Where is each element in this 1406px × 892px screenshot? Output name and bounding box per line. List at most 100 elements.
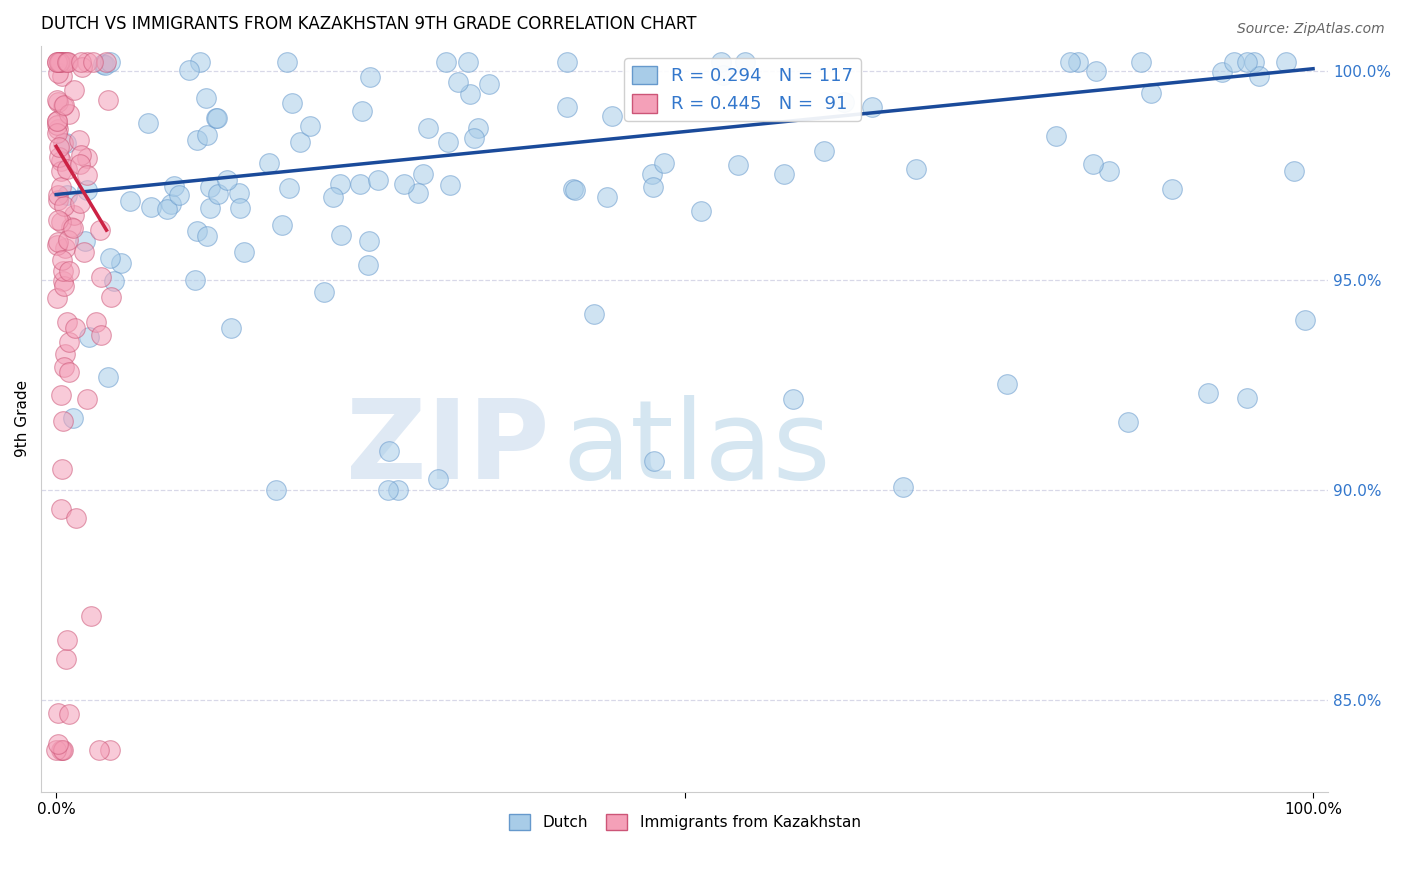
Point xyxy=(98,55,121,70)
Point xyxy=(58,264,80,278)
Point xyxy=(727,158,749,172)
Point xyxy=(51,55,73,70)
Point xyxy=(195,128,218,142)
Point xyxy=(46,113,69,128)
Point xyxy=(387,483,409,497)
Point xyxy=(51,501,73,516)
Point xyxy=(90,270,112,285)
Point xyxy=(167,187,190,202)
Point xyxy=(711,69,734,83)
Point xyxy=(73,245,96,260)
Point xyxy=(45,126,67,140)
Point xyxy=(330,227,353,242)
Point xyxy=(832,95,855,109)
Point xyxy=(288,135,311,149)
Point xyxy=(349,177,371,191)
Point xyxy=(51,252,73,267)
Point xyxy=(583,307,606,321)
Point xyxy=(46,238,69,252)
Point xyxy=(232,245,254,260)
Point xyxy=(58,365,80,379)
Point xyxy=(58,334,80,349)
Point xyxy=(53,360,76,375)
Point xyxy=(813,144,835,158)
Point xyxy=(82,55,104,70)
Point xyxy=(69,157,91,171)
Point xyxy=(1085,63,1108,78)
Point xyxy=(434,55,457,70)
Text: atlas: atlas xyxy=(562,395,831,502)
Point xyxy=(458,87,481,102)
Point xyxy=(257,156,280,170)
Point xyxy=(110,256,132,270)
Point xyxy=(1081,157,1104,171)
Point xyxy=(652,155,675,169)
Point xyxy=(48,55,70,70)
Point xyxy=(46,55,69,70)
Point xyxy=(84,315,107,329)
Point xyxy=(228,186,250,200)
Point xyxy=(52,743,75,757)
Point xyxy=(60,219,83,234)
Point xyxy=(89,222,111,236)
Point xyxy=(51,414,73,428)
Point xyxy=(643,454,665,468)
Point xyxy=(136,116,159,130)
Point xyxy=(87,743,110,757)
Point xyxy=(52,97,75,112)
Point xyxy=(70,60,93,74)
Point xyxy=(555,55,578,70)
Point xyxy=(266,483,288,497)
Legend: Dutch, Immigrants from Kazakhstan: Dutch, Immigrants from Kazakhstan xyxy=(502,808,866,837)
Point xyxy=(76,151,98,165)
Point xyxy=(91,57,114,71)
Point xyxy=(596,189,619,203)
Point xyxy=(56,161,79,176)
Point xyxy=(65,511,87,525)
Text: ZIP: ZIP xyxy=(346,395,550,502)
Point xyxy=(194,91,217,105)
Point xyxy=(56,55,79,70)
Point xyxy=(478,77,501,91)
Point xyxy=(46,291,69,305)
Point xyxy=(1247,70,1270,84)
Point xyxy=(94,55,117,70)
Point xyxy=(45,55,67,70)
Point xyxy=(195,229,218,244)
Point xyxy=(467,121,489,136)
Point xyxy=(207,186,229,201)
Point xyxy=(198,201,221,215)
Point xyxy=(56,187,79,202)
Point xyxy=(215,173,238,187)
Point xyxy=(45,93,67,107)
Point xyxy=(62,411,84,425)
Point xyxy=(90,328,112,343)
Point xyxy=(447,75,470,89)
Point xyxy=(58,107,80,121)
Point xyxy=(600,109,623,123)
Point xyxy=(46,193,69,207)
Point xyxy=(1129,55,1152,70)
Point xyxy=(271,219,294,233)
Point xyxy=(1140,87,1163,101)
Point xyxy=(782,392,804,406)
Point xyxy=(463,131,485,145)
Point xyxy=(1284,163,1306,178)
Point xyxy=(55,136,77,151)
Point xyxy=(49,55,72,70)
Point xyxy=(51,69,73,83)
Point xyxy=(76,55,98,70)
Point xyxy=(229,201,252,215)
Point xyxy=(1067,55,1090,70)
Point xyxy=(45,743,67,757)
Point xyxy=(53,55,76,70)
Point xyxy=(329,177,352,191)
Point xyxy=(156,202,179,216)
Point xyxy=(49,214,72,228)
Point xyxy=(1294,313,1316,327)
Point xyxy=(46,213,69,227)
Point xyxy=(188,55,211,70)
Point xyxy=(392,177,415,191)
Point xyxy=(367,173,389,187)
Point xyxy=(97,93,120,107)
